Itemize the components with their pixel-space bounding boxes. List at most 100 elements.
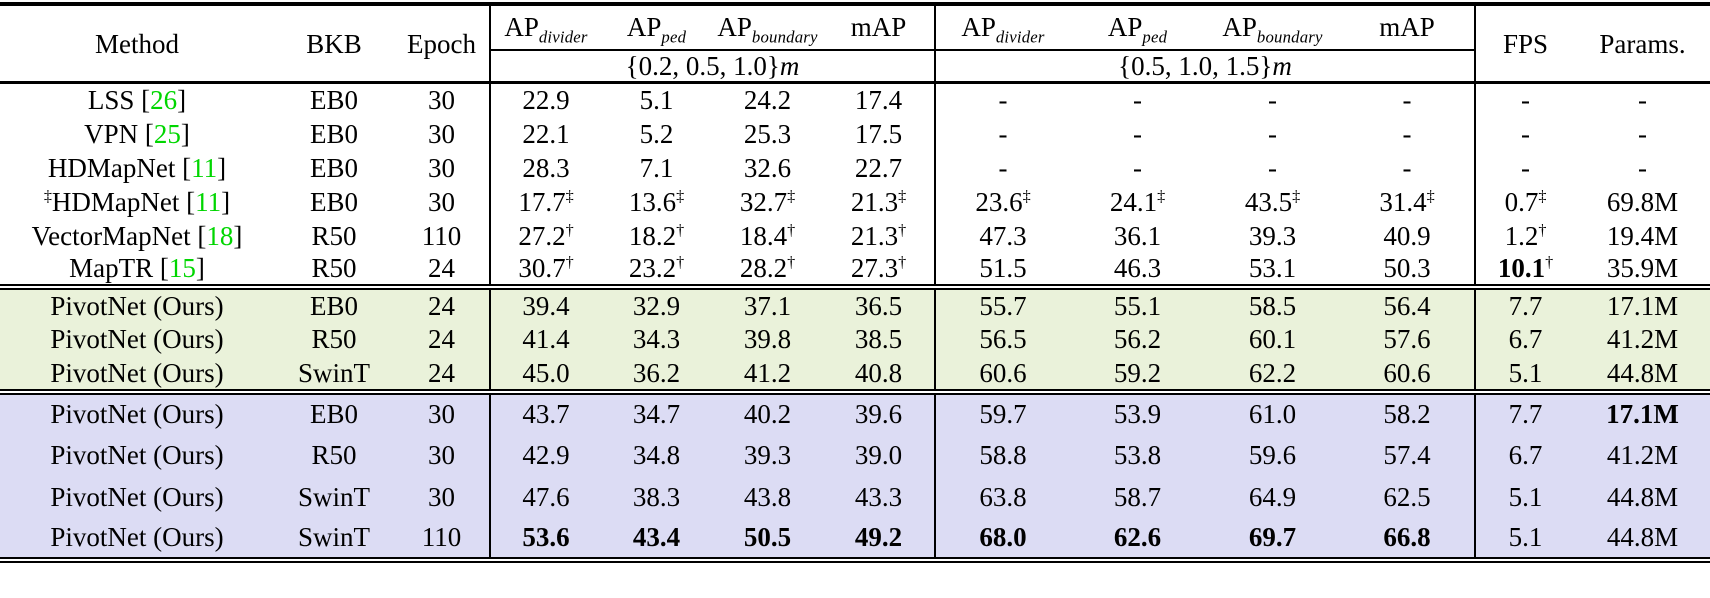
- cell-bkb: SwinT: [297, 357, 370, 388]
- double-dagger-marker: ‡: [43, 186, 52, 205]
- value-text: 43.7: [522, 399, 570, 430]
- col-header-map-g2: mAP: [1340, 4, 1475, 51]
- value-text: -: [1402, 118, 1412, 149]
- cell-ap-value: 42.9: [489, 433, 601, 476]
- cell-ap-value: 57.6: [1340, 322, 1475, 357]
- ap-sublabel: divider: [995, 27, 1045, 47]
- col-header-map-g1: mAP: [823, 4, 935, 51]
- cell-ap-value: 18.2†: [601, 219, 712, 253]
- cell-method: ‡HDMapNet [11]: [43, 186, 231, 217]
- table-row: MapTR [15] R50 24 30.7† 23.2† 28.2† 27.3† 51.5 4…: [0, 252, 1710, 287]
- threshold-label-g2: {0.5, 1.0, 1.5}m: [934, 50, 1475, 83]
- table-row: LSS [26] EB0 30 22.9 5.1 24.2 17.4 - - - - - -: [0, 82, 1710, 117]
- cell-ap-value: 58.5: [1205, 287, 1340, 322]
- cell-ap-value: 34.3: [601, 322, 712, 357]
- value-text: 1.2: [1504, 220, 1539, 251]
- value-text: 10.1: [1497, 253, 1546, 284]
- value-text: 39.4: [522, 290, 570, 321]
- cell-method: PivotNet (Ours): [50, 399, 224, 430]
- table-row: PivotNet (Ours) R50 30 42.9 34.8 39.3 39.0 58.8…: [0, 433, 1710, 476]
- ap-label: AP: [1222, 12, 1257, 43]
- value-text: 17.1M: [1606, 290, 1679, 321]
- value-text: 39.8: [743, 324, 792, 355]
- cell-ap-value: -: [1205, 151, 1340, 185]
- cell-ap-value: 30.7†: [489, 252, 601, 287]
- cell-ap-value: 50.3: [1340, 253, 1475, 287]
- col-header-ap-ped-g2: APped: [1070, 4, 1205, 51]
- cell-ap-value: 39.8: [712, 322, 823, 357]
- ap-label: AP: [504, 12, 539, 43]
- value-text: 18.2: [628, 220, 677, 251]
- cell-params: 35.9M: [1575, 253, 1710, 287]
- value-text: 68.0: [979, 522, 1027, 553]
- col-header-ap-boundary-g1: APboundary: [712, 4, 823, 51]
- cell-method: PivotNet (Ours): [50, 357, 224, 388]
- col-header-ap-boundary-g2: APboundary: [1205, 4, 1340, 51]
- cell-ap-value: 43.8: [712, 476, 823, 518]
- cell-ap-value: 51.5: [934, 252, 1070, 287]
- cell-ap-value: 53.8: [1070, 434, 1205, 476]
- cell-ap-value: 41.2: [712, 357, 823, 392]
- value-text: 47.6: [522, 481, 570, 512]
- value-text: 44.8M: [1606, 522, 1679, 553]
- value-text: 58.5: [1248, 290, 1297, 321]
- cell-ap-value: 38.5: [823, 322, 935, 357]
- cell-params: 44.8M: [1575, 357, 1710, 392]
- cell-fps: 10.1†: [1474, 252, 1575, 287]
- threshold-set: {0.5, 1.0, 1.5}: [1118, 51, 1273, 81]
- cell-ap-value: 55.1: [1070, 287, 1205, 322]
- threshold-unit: m: [779, 51, 800, 81]
- cell-params: 41.2M: [1575, 434, 1710, 476]
- cell-params: 19.4M: [1575, 219, 1710, 253]
- value-text: -: [1638, 85, 1647, 116]
- table-row: HDMapNet [11] EB0 30 28.3 7.1 32.6 22.7 - - - - - -: [0, 150, 1710, 185]
- cell-ap-value: -: [934, 82, 1070, 117]
- cell-fps: 6.7: [1474, 321, 1575, 357]
- value-text: -: [1133, 118, 1142, 149]
- value-text: 43.3: [854, 481, 903, 512]
- cell-ap-value: 60.1: [1205, 322, 1340, 357]
- cell-epoch: 30: [428, 152, 455, 183]
- dagger-marker: †: [1538, 220, 1547, 239]
- value-text: 53.8: [1113, 439, 1162, 470]
- value-text: 27.3: [850, 253, 899, 284]
- cell-bkb: EB0: [309, 152, 358, 183]
- cell-ap-value: 69.7: [1205, 518, 1340, 560]
- cell-ap-value: 50.5: [712, 518, 823, 560]
- value-text: 50.3: [1383, 253, 1431, 284]
- value-text: 57.4: [1383, 439, 1431, 470]
- cell-ap-value: 53.9: [1070, 392, 1205, 434]
- cell-ap-value: 62.2: [1205, 357, 1340, 392]
- cell-ap-value: 59.7: [934, 391, 1070, 434]
- cell-ap-value: 13.6‡: [601, 185, 712, 219]
- citation-number: 15: [168, 253, 196, 284]
- cell-ap-value: -: [1340, 117, 1475, 151]
- value-text: 17.7: [518, 186, 566, 217]
- value-text: 32.7: [739, 186, 788, 217]
- citation-number: 11: [191, 152, 218, 183]
- cell-ap-value: 32.6: [712, 151, 823, 185]
- cell-bkb: EB0: [309, 290, 358, 321]
- dagger-marker: †: [676, 253, 685, 272]
- value-text: 5.1: [1508, 522, 1543, 553]
- cell-ap-value: 46.3: [1070, 253, 1205, 287]
- cell-ap-value: 36.5: [823, 287, 935, 322]
- cell-ap-value: 68.0: [934, 517, 1070, 560]
- cell-ap-value: 55.7: [934, 286, 1070, 322]
- value-text: 41.2M: [1606, 439, 1679, 470]
- value-text: -: [1268, 152, 1277, 183]
- cell-bkb: R50: [311, 439, 357, 470]
- double-dagger-marker: ‡: [1426, 186, 1435, 205]
- value-text: 6.7: [1508, 324, 1543, 355]
- ap-label: AP: [961, 12, 996, 43]
- value-text: 36.2: [632, 357, 681, 388]
- value-text: 28.2: [739, 253, 788, 284]
- cell-params: 41.2M: [1575, 322, 1710, 357]
- double-dagger-marker: ‡: [787, 186, 796, 205]
- ap-label: AP: [1107, 12, 1143, 43]
- cell-ap-value: 32.7‡: [712, 185, 823, 219]
- cell-bkb: EB0: [309, 85, 358, 116]
- value-text: 39.0: [854, 439, 903, 470]
- cell-ap-value: 47.3: [934, 218, 1070, 253]
- cell-epoch: 30: [428, 439, 455, 470]
